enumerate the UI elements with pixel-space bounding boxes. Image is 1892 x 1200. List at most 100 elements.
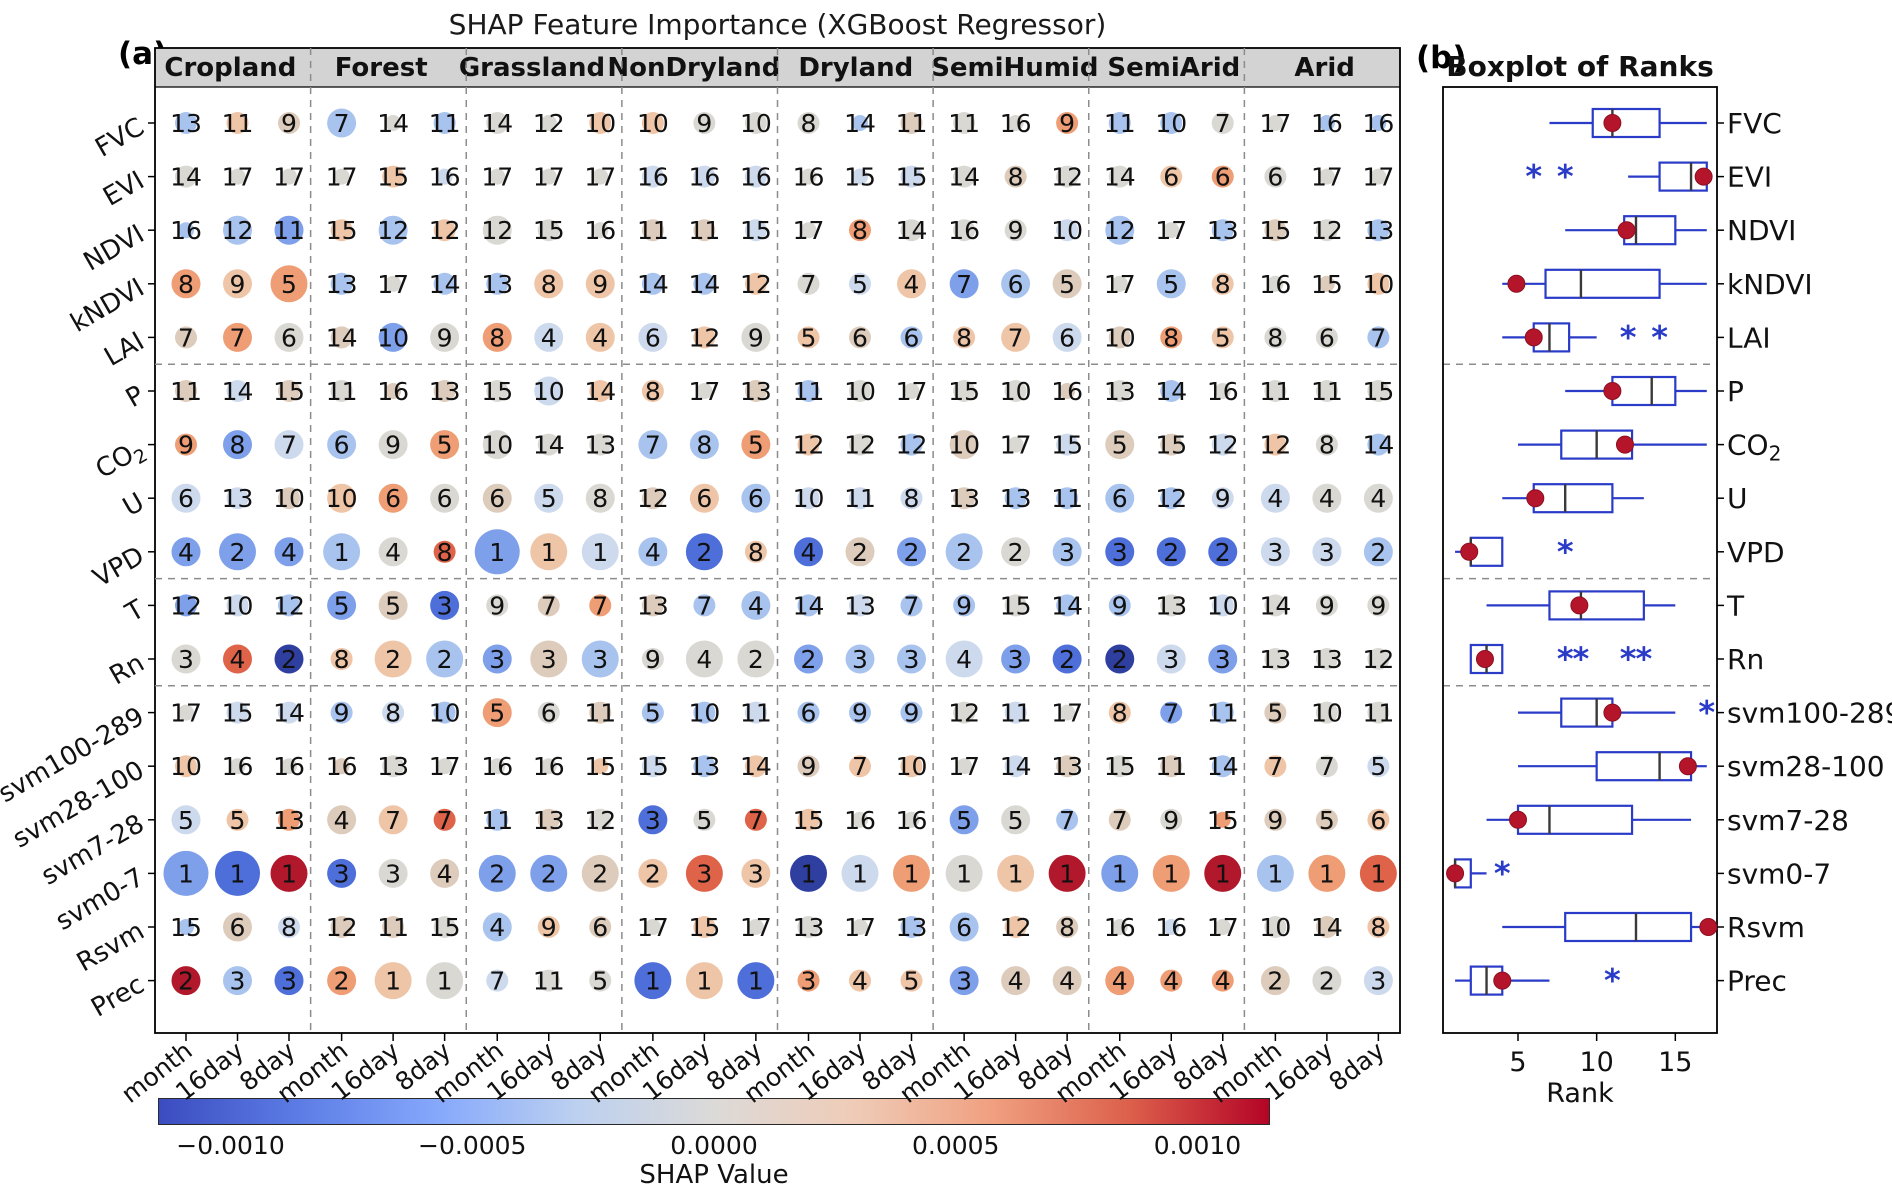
rank-circle <box>897 269 926 299</box>
rank-circle <box>1105 644 1135 674</box>
rank-cell: 4 <box>437 859 453 888</box>
rank-cell: 12 <box>377 216 409 245</box>
rank-tick-label: 5 <box>1509 1047 1526 1078</box>
rank-circle <box>1318 115 1335 131</box>
rank-circle <box>1367 272 1390 295</box>
rank-circle <box>589 433 612 456</box>
rank-circle <box>900 701 923 724</box>
outlier-star: * <box>1494 854 1511 892</box>
rank-cell: 16 <box>533 752 565 781</box>
rank-circle <box>223 430 252 460</box>
rank-circle <box>1007 436 1024 453</box>
rank-circle <box>378 858 408 888</box>
rank-cell: 14 <box>637 270 669 299</box>
rank-cell: 3 <box>696 859 712 888</box>
rank-circle <box>1260 537 1290 567</box>
outlier-star: * <box>1525 158 1542 196</box>
rank-circle <box>1256 854 1294 892</box>
group-header-forest: Forest <box>334 52 428 83</box>
rank-circle <box>949 269 979 299</box>
rank-cell: 16 <box>1000 109 1032 138</box>
rank-circle <box>534 322 564 352</box>
rank-circle <box>1108 165 1131 188</box>
rank-cell: 3 <box>852 645 868 674</box>
rank-circle <box>163 850 209 896</box>
shap-colorbar <box>158 1098 1270 1125</box>
rank-cell: 6 <box>489 484 505 513</box>
rank-cell: 12 <box>740 270 772 299</box>
rank-cell: 15 <box>793 806 825 835</box>
rank-circle <box>900 165 923 188</box>
rank-cell: 1 <box>696 967 712 996</box>
rank-circle <box>540 758 557 775</box>
colorbar-tick-label: 0.0010 <box>1153 1131 1242 1160</box>
rank-circle <box>385 383 402 399</box>
rank-cell: 6 <box>1163 163 1179 192</box>
rank-circle <box>1048 854 1086 892</box>
rank-cell: 5 <box>1112 431 1128 460</box>
rank-circle <box>433 701 456 724</box>
rank-circle <box>482 215 512 245</box>
rank-cell: 3 <box>1267 538 1283 567</box>
box <box>1532 322 1571 353</box>
rank-cell: 12 <box>1000 913 1032 942</box>
boxplot-feature-label: svm7-28 <box>1727 804 1849 837</box>
rank-cell: 6 <box>1059 323 1075 352</box>
rank-cell: 7 <box>489 967 505 996</box>
rank-cell: 2 <box>1059 645 1075 674</box>
box <box>1591 107 1661 139</box>
mean-dot <box>1524 328 1543 347</box>
rank-cell: 1 <box>541 538 557 567</box>
mean-dot <box>1526 489 1545 508</box>
rank-circle <box>482 698 512 728</box>
rank-cell: 14 <box>584 377 616 406</box>
rank-circle <box>1108 701 1131 724</box>
rank-cell: 11 <box>481 806 513 835</box>
rank-circle <box>274 644 304 674</box>
rank-circle <box>1001 805 1031 835</box>
rank-cell: 11 <box>533 967 565 996</box>
rank-cell: 6 <box>281 323 297 352</box>
rank-cell: 17 <box>637 913 669 942</box>
rank-cell: 10 <box>1259 913 1291 942</box>
rank-cell: 2 <box>1267 967 1283 996</box>
rank-cell: 15 <box>1259 216 1291 245</box>
rank-cell: 14 <box>688 270 720 299</box>
rank-cell: 14 <box>481 109 513 138</box>
rank-cell: 17 <box>688 377 720 406</box>
rank-circle <box>327 590 357 620</box>
rank-circle <box>333 168 350 185</box>
rank-circle <box>953 487 976 510</box>
rank-cell: 14 <box>429 270 461 299</box>
rank-cell: 10 <box>377 323 409 352</box>
rank-cell: 7 <box>178 323 194 352</box>
rank-circle <box>1315 219 1338 242</box>
rank-cell: 9 <box>904 699 920 728</box>
rank-circle <box>953 594 976 617</box>
rank-cell: 11 <box>740 699 772 728</box>
rank-circle <box>797 380 820 402</box>
rank-circle <box>223 215 252 245</box>
rank-cell: 7 <box>1370 323 1386 352</box>
rank-circle <box>1208 644 1238 674</box>
rank-cell: 14 <box>1259 591 1291 620</box>
rank-cell: 2 <box>801 645 817 674</box>
rank-circle <box>638 322 668 352</box>
rank-cell: 12 <box>948 699 980 728</box>
rank-cell: 5 <box>1319 806 1335 835</box>
rank-circle <box>1367 219 1390 242</box>
rank-circle <box>1211 969 1234 992</box>
rank-cell: 14 <box>1051 591 1083 620</box>
rank-cell: 15 <box>1362 377 1394 406</box>
rank-circle <box>229 758 246 775</box>
row-label: U <box>118 487 149 522</box>
rank-cell: 4 <box>1319 484 1335 513</box>
rank-cell: 3 <box>1163 645 1179 674</box>
rank-circle <box>852 168 868 185</box>
rank-circle <box>530 640 568 678</box>
rank-cell: 4 <box>1163 967 1179 996</box>
rank-cell: 8 <box>904 484 920 513</box>
rank-cell: 5 <box>1059 270 1075 299</box>
rank-circle <box>953 112 976 134</box>
